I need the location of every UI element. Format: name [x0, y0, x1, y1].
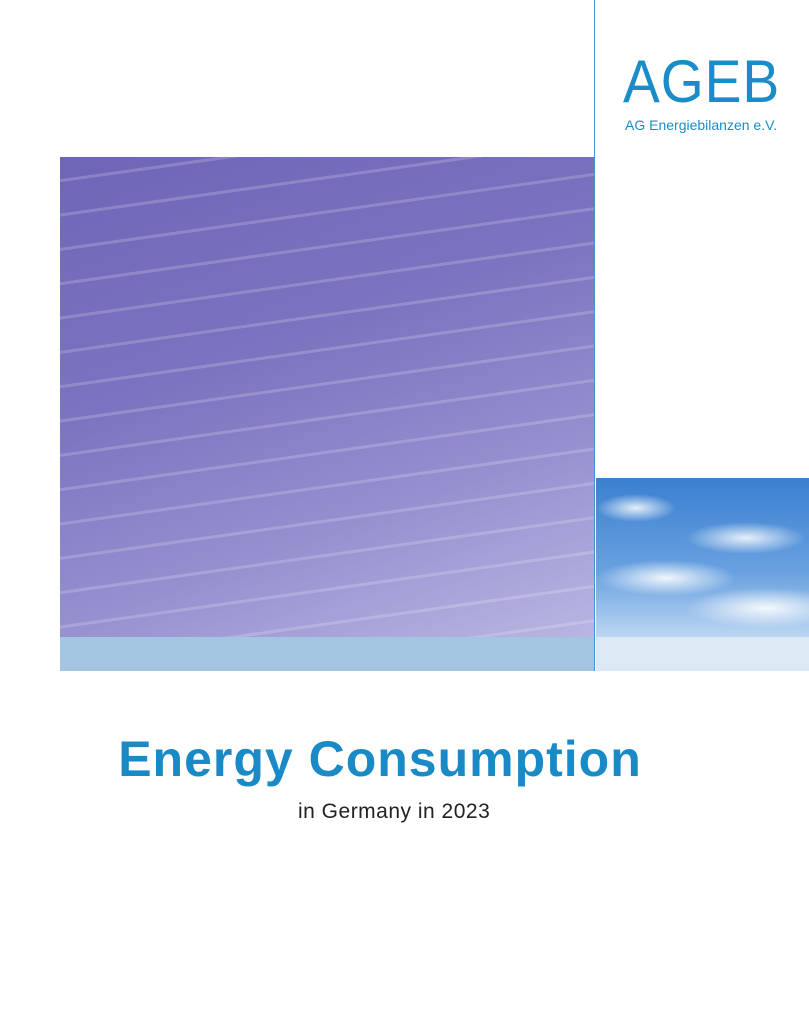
- sky-photo: [596, 478, 809, 637]
- data-photo: [60, 157, 594, 637]
- color-bar: [596, 637, 809, 671]
- title: Energy Consumption: [118, 731, 642, 787]
- subtitle: in Germany in 2023: [298, 800, 491, 823]
- logo-subtitle: AG Energiebilanzen e.V.: [625, 117, 778, 133]
- logo: AGEB: [623, 48, 781, 115]
- divider-line: [594, 0, 595, 671]
- color-bar: [60, 637, 594, 671]
